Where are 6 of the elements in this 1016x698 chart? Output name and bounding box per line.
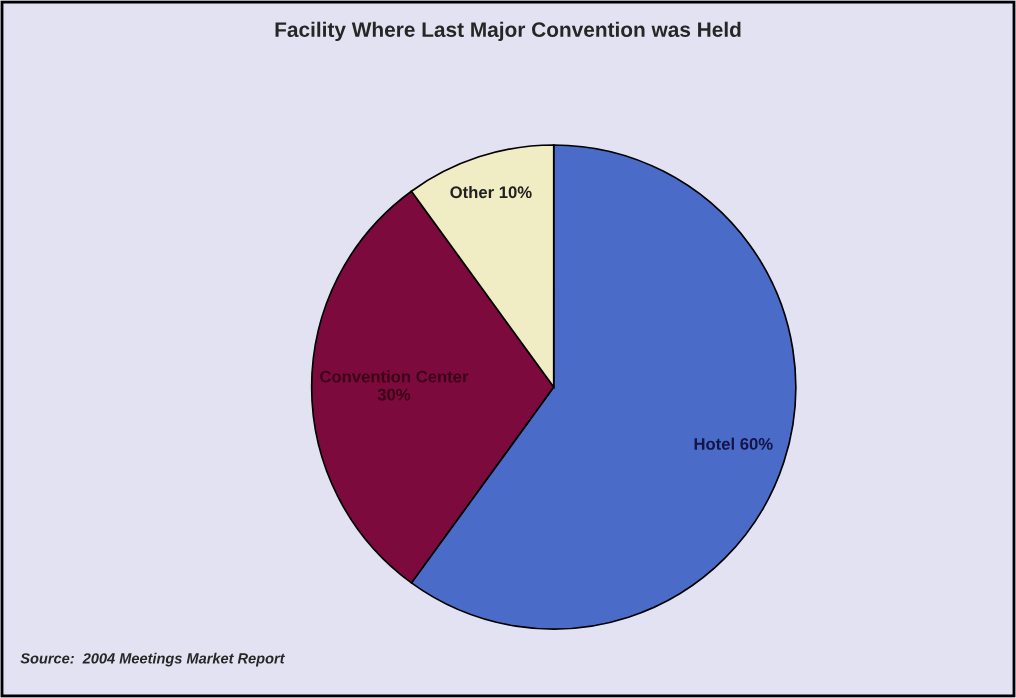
slice-label: Other 10% [450, 185, 532, 199]
source-note: Source: 2004 Meetings Market Report [20, 652, 286, 667]
data-label: 30% [377, 388, 411, 401]
slice-label: Hotel 60% [694, 437, 773, 450]
chart-title: Facility Where Last Major Convention was Held [275, 21, 741, 42]
slice-label: Convention Center [320, 370, 469, 383]
